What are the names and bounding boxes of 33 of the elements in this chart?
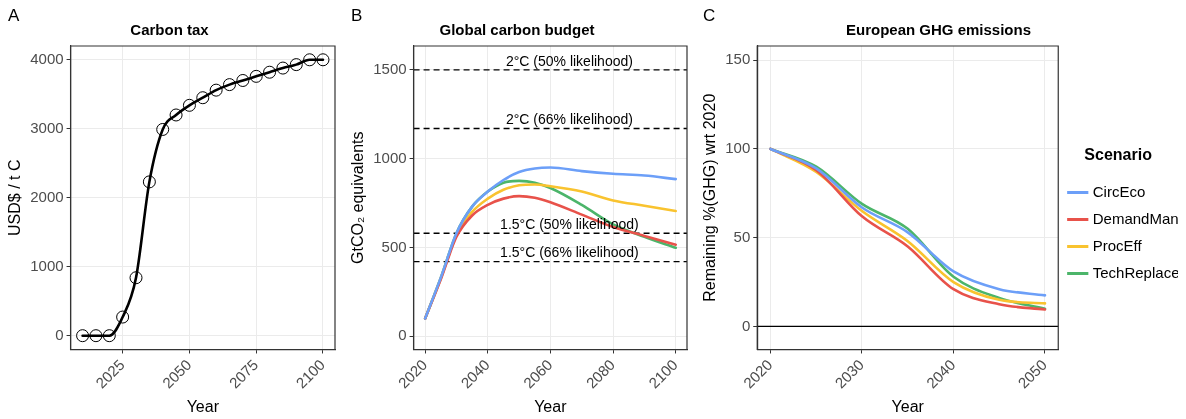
y-axis-title: GtCO₂ equivalents [349, 131, 367, 264]
ref-line-label: 2°C (66% likelihood) [505, 111, 633, 128]
y-tick-label: 50 [733, 227, 751, 245]
chart-title: Carbon tax [130, 21, 210, 39]
y-tick-label: 1500 [373, 60, 407, 78]
y-tick-label: 4000 [30, 49, 64, 67]
legend-label: CircEco [1092, 182, 1146, 200]
text: A [8, 6, 20, 26]
y-tick-label: 2000 [30, 187, 64, 205]
legend-title: Scenario [1084, 146, 1153, 164]
chart-title: Global carbon budget [439, 21, 595, 39]
x-axis-title: Year [186, 397, 220, 415]
y-axis-title: USD$ / t C [6, 159, 24, 236]
y-tick-label: 1000 [30, 256, 64, 274]
ref-line-label: 2°C (50% likelihood) [505, 52, 633, 69]
y-axis-title: Remaining %(GHG) wrt 2020 [701, 93, 719, 302]
y-tick-label: 1000 [373, 148, 407, 166]
y-tick-label: 0 [55, 325, 64, 343]
legend-label: ProcEff [1092, 236, 1143, 254]
text: B [351, 6, 363, 26]
y-tick-label: 100 [725, 139, 751, 157]
legend-label: DemandMan [1092, 209, 1179, 227]
legend-label: TechReplace [1092, 263, 1180, 281]
x-axis-title: Year [891, 397, 925, 415]
x-axis-title: Year [534, 397, 568, 415]
y-tick-label: 150 [725, 50, 751, 68]
text: C [703, 6, 716, 26]
ref-line-label: 1.5°C (66% likelihood) [500, 244, 639, 261]
y-tick-label: 0 [398, 326, 407, 344]
chart-title: European GHG emissions [845, 21, 1032, 39]
y-tick-label: 0 [741, 316, 751, 334]
y-tick-label: 500 [381, 237, 407, 255]
y-tick-label: 3000 [30, 118, 64, 136]
